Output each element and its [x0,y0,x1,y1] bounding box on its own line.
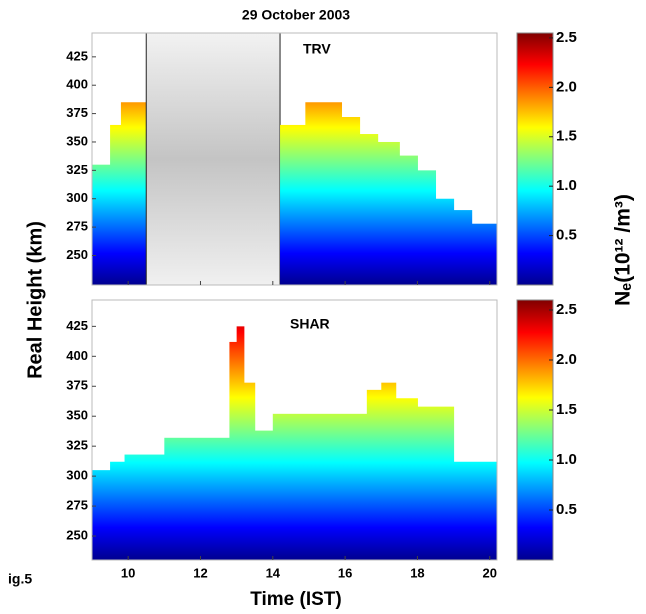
colorbar-tick-label: 2.5 [556,29,577,46]
y-tick-label: 425 [66,318,88,333]
axes-frame [91,299,498,561]
x-tick-label: 18 [410,565,424,580]
area-step [395,398,418,560]
colorbar-tick-label: 1.5 [556,128,577,145]
colorbar-tick-label: 0.5 [556,227,577,244]
area-step [417,170,437,285]
area-step [229,341,238,560]
area-step [453,461,498,560]
area-step [377,141,400,285]
area-step [366,389,382,560]
colorbar [516,299,554,561]
colorbar-tick-label: 1.5 [556,401,577,418]
colorbar [516,32,554,286]
area-step [243,382,256,560]
x-tick-label: 16 [338,565,352,580]
y-tick-label: 300 [66,190,88,205]
y-tick-label: 300 [66,468,88,483]
y-tick-label: 275 [66,498,88,513]
y-tick-label: 350 [66,133,88,148]
y-tick-label: 375 [66,105,88,120]
area-step [254,430,274,560]
area-step [236,326,245,560]
y-axis-label: Real Height (km) [24,221,46,379]
caption: ig.5 [8,571,32,587]
area-step [120,102,147,285]
colorbar-tick-label: 1.0 [556,177,577,194]
colorbar-tick-label: 2.5 [556,301,577,318]
x-axis-label: Time (IST) [250,589,342,610]
area-step [280,124,306,285]
x-tick-label: 14 [266,565,281,580]
y-tick-label: 350 [66,408,88,423]
area-step [92,470,111,560]
colorbar-tick-label: 0.5 [556,501,577,518]
y-tick-label: 425 [66,48,88,63]
no-data-region [145,32,281,286]
y-tick-label: 250 [66,527,88,542]
area-step [359,134,379,285]
area-step [305,102,343,285]
panel-label: SHAR [290,316,330,332]
area-step [341,117,361,285]
area-step [110,461,126,560]
x-tick-label: 20 [483,565,497,580]
axes-frame [91,32,498,286]
y-tick-label: 400 [66,348,88,363]
y-tick-label: 375 [66,378,88,393]
area-step [164,437,230,560]
area-step [453,210,473,285]
y-tick-label: 325 [66,438,88,453]
area-step [417,406,455,560]
area-step [92,164,111,285]
x-tick-label: 10 [121,565,135,580]
area-step [381,382,397,560]
area-step [272,413,368,560]
area-step [124,454,165,560]
y-tick-label: 275 [66,219,88,234]
area-step [399,155,418,285]
area-step [471,223,498,285]
colorbar-tick-label: 2.0 [556,351,577,368]
area-step [110,124,122,285]
y-tick-label: 250 [66,247,88,262]
y-tick-label: 325 [66,162,88,177]
y-tick-label: 400 [66,77,88,92]
colorbar-tick-label: 2.0 [556,78,577,95]
panel-label: TRV [303,41,331,57]
colorbar-tick-label: 1.0 [556,451,577,468]
figure-title: 29 October 2003 [242,7,350,23]
area-step [435,198,455,285]
colorbar-label: Nₑ(10¹² /m³) [612,194,635,306]
x-tick-label: 12 [193,565,207,580]
